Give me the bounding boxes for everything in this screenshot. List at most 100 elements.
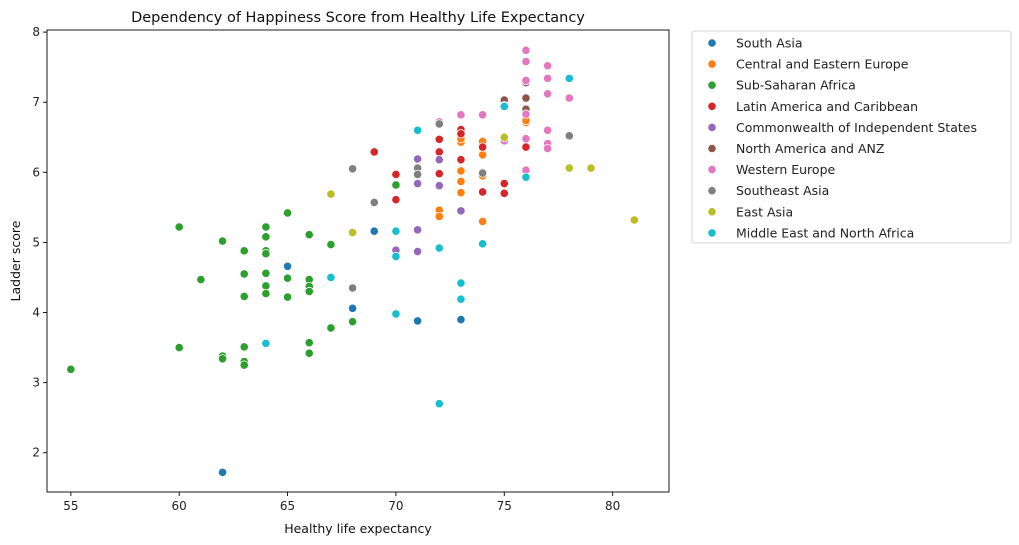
data-point bbox=[412, 178, 423, 189]
data-point bbox=[239, 269, 249, 279]
legend-item: North America and ANZ bbox=[707, 141, 884, 156]
data-point bbox=[586, 163, 596, 173]
data-point bbox=[521, 75, 531, 86]
data-point bbox=[261, 249, 271, 259]
data-point bbox=[347, 228, 358, 238]
data-point bbox=[261, 288, 271, 299]
x-tick-label: 55 bbox=[63, 499, 78, 513]
data-point bbox=[434, 134, 444, 144]
data-point bbox=[391, 180, 401, 190]
data-point bbox=[304, 338, 314, 348]
data-point bbox=[239, 291, 249, 302]
data-point bbox=[543, 143, 553, 154]
data-point bbox=[521, 172, 531, 182]
data-point bbox=[564, 163, 574, 173]
plot-area bbox=[66, 45, 639, 477]
chart-title: Dependency of Happiness Score from Healt… bbox=[131, 10, 585, 26]
data-point bbox=[347, 164, 358, 174]
data-point bbox=[521, 142, 531, 152]
data-point bbox=[347, 303, 358, 313]
data-point bbox=[282, 292, 293, 302]
data-point bbox=[412, 316, 423, 326]
data-point bbox=[564, 93, 574, 103]
data-point bbox=[543, 89, 553, 99]
legend-label: Latin America and Caribbean bbox=[736, 99, 918, 114]
data-point bbox=[456, 188, 466, 198]
data-point bbox=[434, 119, 444, 129]
y-tick-label: 4 bbox=[32, 306, 40, 320]
series-8 bbox=[326, 132, 639, 238]
data-point bbox=[369, 147, 379, 157]
data-point bbox=[391, 195, 401, 205]
data-point bbox=[521, 56, 531, 67]
legend-label: Southeast Asia bbox=[736, 183, 829, 198]
data-point bbox=[217, 467, 228, 477]
legend-item: Commonwealth of Independent States bbox=[707, 120, 977, 135]
data-point bbox=[456, 314, 466, 325]
data-point bbox=[499, 178, 509, 189]
data-point bbox=[478, 150, 488, 160]
data-point bbox=[456, 110, 466, 120]
y-tick-label: 3 bbox=[32, 376, 40, 390]
data-point bbox=[261, 338, 271, 348]
x-tick-label: 75 bbox=[497, 499, 512, 513]
legend-item: East Asia bbox=[707, 204, 793, 219]
legend-label: South Asia bbox=[736, 36, 803, 51]
data-point bbox=[391, 309, 401, 319]
legend-label: Central and Eastern Europe bbox=[736, 57, 909, 72]
legend-marker bbox=[707, 207, 717, 217]
data-point bbox=[369, 226, 379, 236]
data-point bbox=[456, 206, 466, 216]
series-4 bbox=[391, 154, 466, 257]
data-point bbox=[304, 286, 314, 297]
data-point bbox=[434, 243, 444, 253]
legend-item: Southeast Asia bbox=[707, 183, 829, 198]
data-point bbox=[521, 134, 531, 144]
y-axis: 2 3 4 5 6 7 8 bbox=[32, 25, 47, 460]
data-point bbox=[391, 169, 401, 180]
y-tick-label: 6 bbox=[32, 165, 40, 179]
data-point bbox=[543, 73, 553, 83]
legend-item: Western Europe bbox=[707, 162, 836, 177]
data-point bbox=[543, 61, 553, 71]
data-point bbox=[478, 239, 488, 249]
data-point bbox=[434, 399, 444, 409]
data-point bbox=[521, 93, 531, 103]
legend-marker bbox=[707, 143, 717, 154]
data-point bbox=[369, 197, 379, 208]
data-point bbox=[412, 169, 423, 180]
legend-label: Sub-Saharan Africa bbox=[736, 78, 856, 93]
data-point bbox=[347, 317, 358, 327]
data-point bbox=[326, 272, 336, 283]
x-axis: 55 60 65 70 75 80 bbox=[63, 492, 620, 513]
data-point bbox=[564, 131, 574, 141]
x-axis-title: Healthy life expectancy bbox=[284, 521, 432, 536]
data-point bbox=[412, 246, 423, 257]
data-point bbox=[304, 230, 314, 240]
legend-label: Western Europe bbox=[736, 162, 836, 177]
data-point bbox=[347, 283, 358, 293]
data-point bbox=[196, 274, 206, 285]
series-9 bbox=[261, 73, 574, 409]
legend-marker bbox=[707, 101, 717, 111]
data-point bbox=[478, 187, 488, 197]
data-point bbox=[412, 225, 423, 235]
data-point bbox=[282, 261, 293, 271]
data-point bbox=[499, 101, 509, 112]
data-point bbox=[629, 215, 639, 225]
data-point bbox=[478, 216, 488, 226]
data-point bbox=[239, 246, 249, 256]
data-point bbox=[174, 342, 184, 353]
data-point bbox=[456, 155, 466, 165]
data-point bbox=[564, 73, 574, 83]
data-point bbox=[261, 222, 271, 232]
data-point bbox=[391, 251, 401, 262]
data-point bbox=[282, 273, 293, 283]
series-0 bbox=[217, 226, 466, 477]
x-tick-label: 65 bbox=[280, 499, 295, 513]
legend-marker bbox=[707, 38, 717, 48]
data-point bbox=[174, 222, 184, 232]
data-point bbox=[304, 348, 314, 358]
data-point bbox=[521, 109, 531, 119]
data-point bbox=[261, 232, 271, 242]
